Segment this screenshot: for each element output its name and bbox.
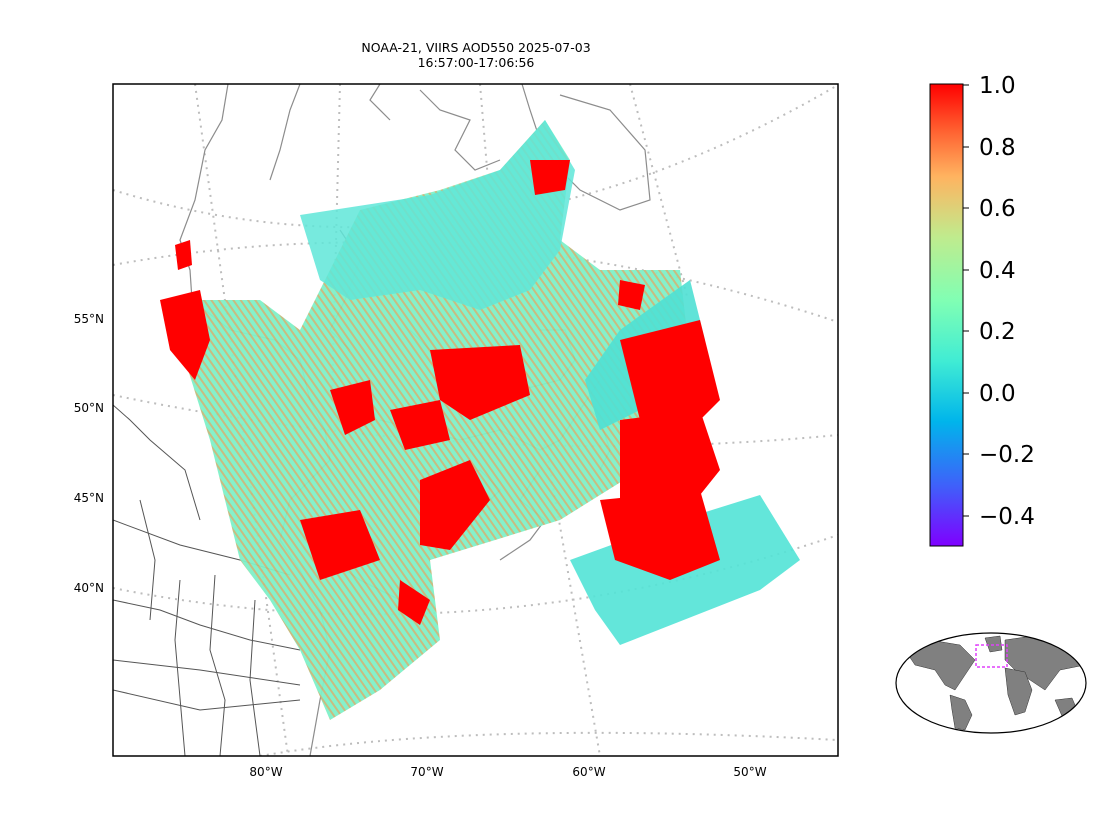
plot-title: NOAA-21, VIIRS AOD550 2025-07-03 16:57:0… <box>276 40 676 70</box>
longitude-labels: 80°W 70°W 60°W 50°W <box>249 765 766 779</box>
inset-region-box <box>975 644 1008 668</box>
lat-label-45: 45°N <box>74 491 104 505</box>
lat-label-50: 50°N <box>74 401 104 415</box>
lon-label-50w: 50°W <box>733 765 766 779</box>
lon-label-70w: 70°W <box>410 765 443 779</box>
latitude-labels: 55°N 50°N 45°N 40°N <box>74 312 104 595</box>
colorbar-tick-0.0: 0.0 <box>979 381 1016 407</box>
colorbar-tick-0.4: 0.4 <box>979 258 1016 284</box>
high-aod-plumes[interactable] <box>160 160 720 625</box>
map-frame <box>112 83 839 757</box>
map-area[interactable] <box>113 84 838 756</box>
lat-label-40: 40°N <box>74 581 104 595</box>
colorbar-tick-1.0: 1.0 <box>979 73 1016 99</box>
inset-world-map <box>895 632 1087 734</box>
colorbar-tick-0.2: 0.2 <box>979 319 1016 345</box>
colorbar-tick-0.8: 0.8 <box>979 135 1016 161</box>
lon-label-60w: 60°W <box>572 765 605 779</box>
colorbar-tick-0.6: 0.6 <box>979 196 1016 222</box>
lon-label-80w: 80°W <box>249 765 282 779</box>
lat-label-55: 55°N <box>74 312 104 326</box>
title-line-2: 16:57:00-17:06:56 <box>417 55 535 70</box>
colorbar: 1.0 0.8 0.6 0.4 0.2 0.0 −0.2 −0.4 <box>929 73 1035 547</box>
colorbar-gradient <box>929 83 964 547</box>
colorbar-tick-neg-0.4: −0.4 <box>979 504 1035 530</box>
colorbar-tick-neg-0.2: −0.2 <box>979 442 1035 468</box>
title-line-1: NOAA-21, VIIRS AOD550 2025-07-03 <box>361 40 591 55</box>
graticule <box>113 84 838 756</box>
